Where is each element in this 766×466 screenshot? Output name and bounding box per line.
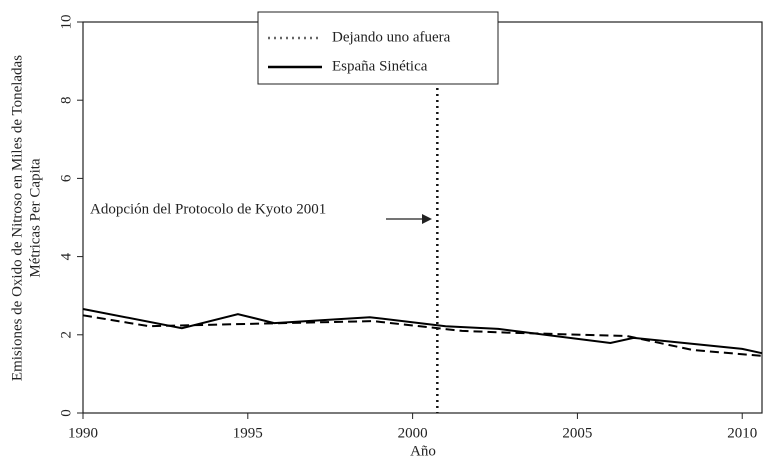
legend-label: España Sinética <box>332 58 428 74</box>
x-tick-label: 2010 <box>727 425 757 441</box>
y-tick-label: 2 <box>58 331 74 339</box>
x-tick-label: 2000 <box>398 425 428 441</box>
annotation: Adopción del Protocolo de Kyoto 2001 <box>90 201 326 217</box>
data-line <box>82 308 763 355</box>
legend-label: Dejando uno afuera <box>332 29 451 45</box>
x-tick-label: 2005 <box>562 425 592 441</box>
y-axis-label: Métricas Per Capita <box>27 158 43 277</box>
data-line <box>82 314 763 357</box>
x-tick-label: 1995 <box>233 425 263 441</box>
annotation-arrowhead <box>422 214 432 224</box>
legend <box>257 11 499 85</box>
x-axis-label: Año <box>410 443 436 459</box>
y-tick-label: 4 <box>58 252 74 260</box>
y-tick-label: 0 <box>58 409 74 417</box>
y-axis-label: Emisiones de Oxido de Nitroso en Miles d… <box>9 55 25 381</box>
y-tick-label: 10 <box>58 15 74 30</box>
y-tick-label: 6 <box>58 174 74 182</box>
y-tick-label: 8 <box>58 96 74 104</box>
x-tick-label: 1990 <box>68 425 98 441</box>
